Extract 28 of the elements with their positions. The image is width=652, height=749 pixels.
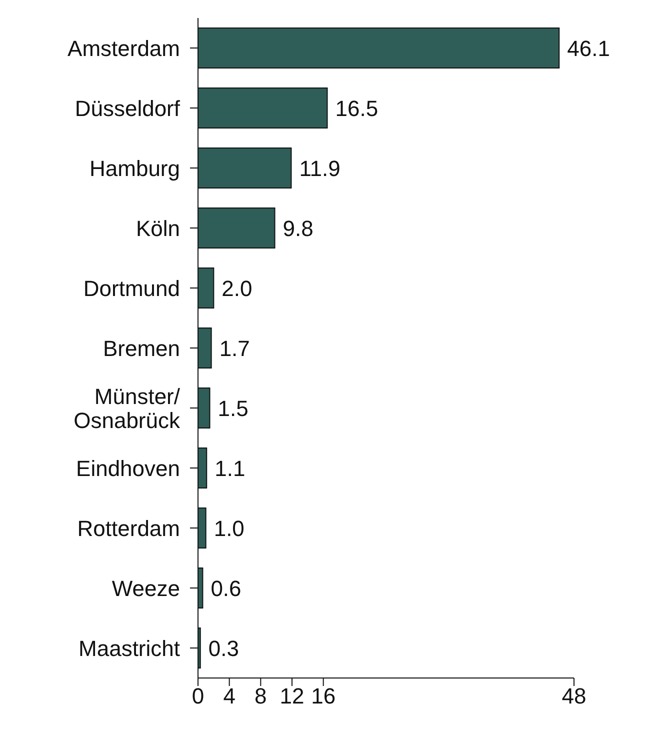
y-tick-label: Münster/ Osnabrück xyxy=(74,384,181,433)
y-tick-label: Hamburg xyxy=(90,156,180,181)
data-label: 1.7 xyxy=(219,336,250,361)
data-label: 16.5 xyxy=(335,96,378,121)
x-tick-label: 4 xyxy=(223,684,236,709)
data-label: 46.1 xyxy=(567,36,610,61)
y-tick-label: Maastricht xyxy=(78,636,180,661)
x-tick-label: 16 xyxy=(311,684,336,709)
y-tick-label: Dortmund xyxy=(83,276,180,301)
y-tick-label: Bremen xyxy=(102,336,180,361)
y-tick-label: Amsterdam xyxy=(68,36,180,61)
x-tick-label: 12 xyxy=(280,684,304,709)
data-label: 1.0 xyxy=(214,516,244,541)
data-label: 0.6 xyxy=(210,576,242,601)
y-tick-label: Eindhoven xyxy=(76,456,180,481)
data-label: 2.0 xyxy=(222,276,252,301)
data-label: 1.5 xyxy=(218,396,248,421)
x-tick-label: 48 xyxy=(562,684,586,709)
y-tick-label: Köln xyxy=(136,216,180,241)
y-tick-label: Rotterdam xyxy=(77,516,180,541)
y-tick-label: Düsseldorf xyxy=(74,96,181,121)
x-tick-label: 8 xyxy=(254,684,267,709)
data-label: 1.1 xyxy=(214,456,246,481)
y-tick-label: Weeze xyxy=(112,576,180,601)
data-label: 9.8 xyxy=(282,216,314,241)
data-label: 0.3 xyxy=(208,636,239,661)
data-label: 11.9 xyxy=(299,156,340,181)
x-tick-label: 0 xyxy=(192,684,204,709)
